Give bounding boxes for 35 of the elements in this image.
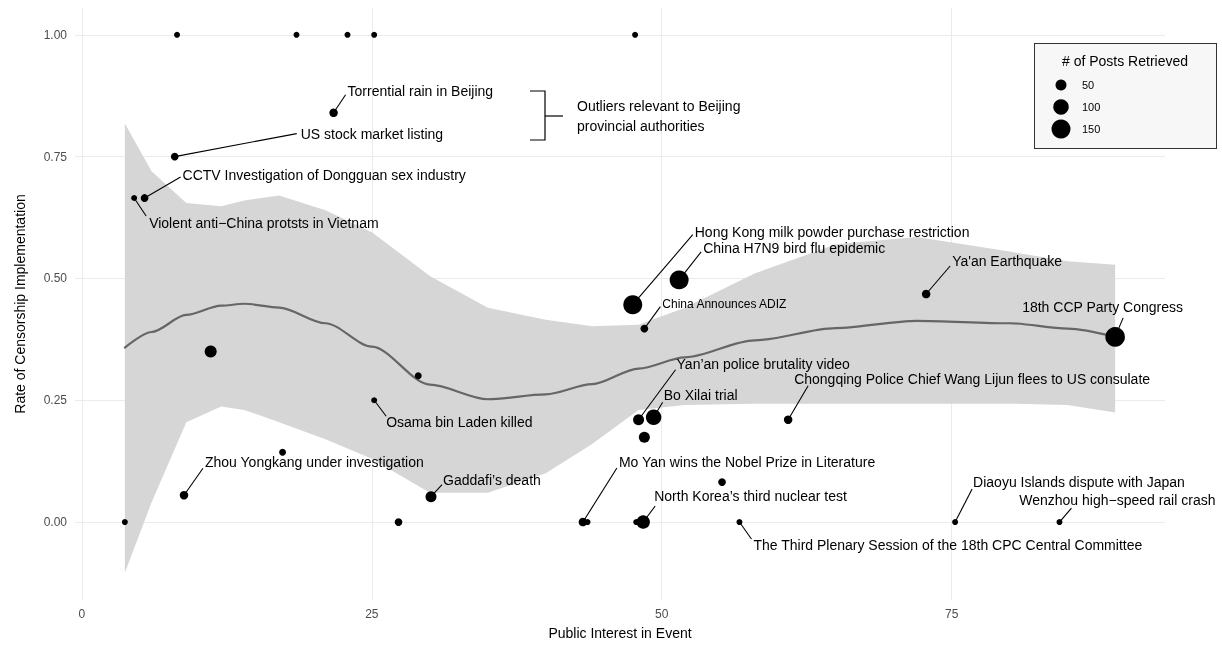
annotation: CCTV Investigation of Dongguan sex industry <box>182 167 466 184</box>
annotation: Zhou Yongkang under investigation <box>205 454 424 471</box>
annotation: Ya'an Earthquake <box>952 253 1063 270</box>
annotation: US stock market listing <box>300 125 444 142</box>
annotation: 18th CCP Party Congress <box>1022 298 1183 315</box>
annotation: China Announces ADIZ <box>662 296 787 311</box>
annotation: Wenzhou high−speed rail crash <box>1019 492 1216 509</box>
annotation: Violent anti−China protsts in Vietnam <box>149 215 379 232</box>
annotation: Mo Yan wins the Nobel Prize in Literature <box>618 454 876 471</box>
annotation: Gaddafi’s death <box>442 471 541 488</box>
y-axis-title: Rate of Censorship Implementation <box>12 194 28 414</box>
annotation: Hong Kong milk powder purchase restriction <box>694 223 970 240</box>
x-tick-label: 0 <box>78 607 86 621</box>
x-tick-label: 75 <box>944 607 959 621</box>
y-tick-label: 0.50 <box>43 271 68 286</box>
annotation: Outliers relevant to Beijing provincial authorities <box>577 98 745 134</box>
legend-label: 150 <box>1082 123 1101 135</box>
annotation: China H7N9 bird flu epidemic <box>703 239 886 256</box>
legend-title: # of Posts Retrieved <box>1061 53 1189 69</box>
legend-label: 100 <box>1082 101 1101 113</box>
x-tick-label: 50 <box>655 607 669 621</box>
annotation: North Korea’s third nuclear test <box>654 488 848 505</box>
x-tick-label: 25 <box>365 607 379 621</box>
y-tick-label: 1.00 <box>43 27 68 42</box>
legend-label: 50 <box>1082 79 1095 91</box>
annotation: Diaoyu Islands dispute with Japan <box>973 474 1185 491</box>
annotation: Torrential rain in Beijing <box>347 82 494 99</box>
annotation: Bo Xilai trial <box>663 387 738 404</box>
annotation: Yan’an police brutality video <box>676 355 851 372</box>
annotation: The Third Plenary Session of the 18th CPC Central Committee <box>753 537 1143 554</box>
x-axis-title: Public Interest in Event <box>548 625 692 641</box>
annotation: Osama bin Laden killed <box>386 414 533 431</box>
y-tick-label: 0.00 <box>43 515 68 530</box>
y-tick-label: 0.25 <box>43 393 68 408</box>
y-tick-label: 0.75 <box>43 149 68 164</box>
